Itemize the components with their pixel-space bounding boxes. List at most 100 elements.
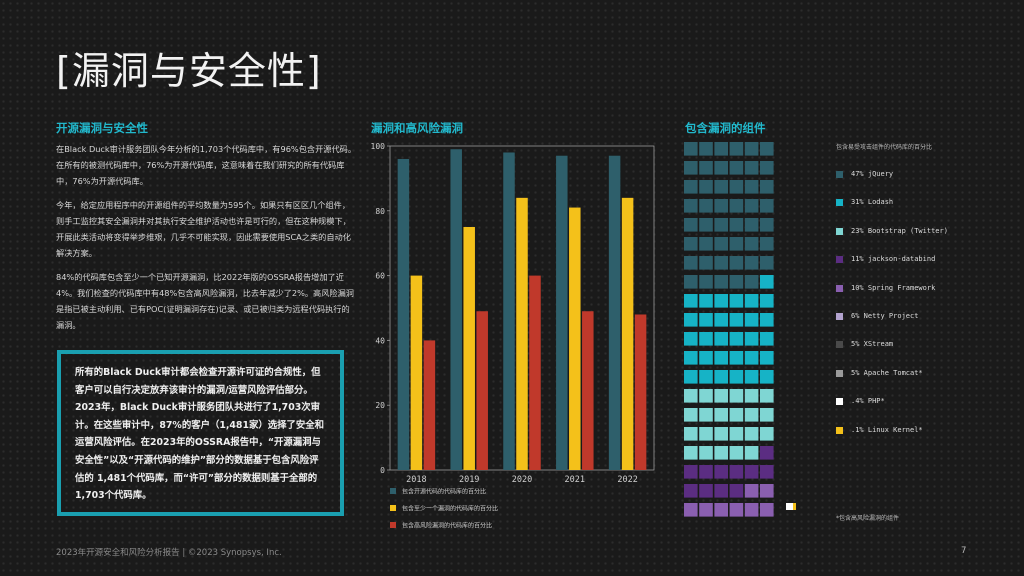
- waffle-cell-1: [744, 199, 759, 213]
- waffle-legend-label: 47% jQuery: [851, 170, 894, 178]
- waffle-cell-1: [729, 237, 744, 251]
- waffle-cell-2: [744, 332, 759, 346]
- waffle-cell-3: [684, 427, 698, 441]
- paragraph-1: 在Black Duck审计服务团队今年分析的1,703个代码库中，有96%包含开…: [56, 144, 357, 186]
- y-tick-label: 100: [371, 142, 386, 151]
- waffle-cell-3: [714, 427, 728, 441]
- waffle-cell-1: [729, 142, 744, 156]
- waffle-cell-3: [699, 408, 713, 422]
- waffle-cell-1: [684, 199, 698, 213]
- waffle-cell-4: [684, 465, 698, 479]
- waffle-cell-2: [744, 351, 759, 365]
- bar-2019-series-1: [450, 149, 462, 471]
- waffle-cell-3: [729, 389, 744, 403]
- callout-box: 所有的Black Duck审计都会检查开源许可证的合规性，但客户可以自行决定放弃…: [57, 350, 344, 516]
- waffle-cell-4: [699, 465, 713, 479]
- waffle-cell-2: [684, 370, 698, 384]
- legend-swatch: [390, 488, 396, 494]
- waffle-cell-1: [744, 275, 759, 289]
- waffle-cell-linux-kernel: [793, 503, 796, 510]
- waffle-legend-swatch: [836, 313, 843, 320]
- waffle-legend-label: 11% jackson-databind: [851, 255, 936, 264]
- bar-2019-series-3: [476, 311, 488, 470]
- waffle-legend-swatch: [836, 171, 843, 178]
- waffle-cell-1: [760, 237, 774, 251]
- waffle-cell-2: [744, 294, 759, 308]
- waffle-cell-1: [729, 275, 744, 289]
- waffle-cell-2: [714, 332, 728, 346]
- waffle-cell-1: [699, 180, 713, 194]
- waffle-cell-1: [714, 199, 728, 213]
- waffle-cell-1: [714, 180, 728, 194]
- waffle-cell-3: [684, 408, 698, 422]
- waffle-cell-2: [729, 332, 744, 346]
- y-tick-label: 40: [375, 336, 385, 345]
- waffle-caption: 包含易受攻击组件的代码库的百分比: [836, 144, 933, 151]
- waffle-cell-1: [729, 256, 744, 270]
- waffle-cell-1: [744, 237, 759, 251]
- y-tick-label: 80: [375, 207, 385, 216]
- waffle-cell-3: [760, 427, 774, 441]
- waffle-cell-1: [744, 256, 759, 270]
- waffle-cell-3: [699, 427, 713, 441]
- bar-2020-series-3: [529, 275, 541, 470]
- waffle-cell-2: [684, 313, 698, 327]
- waffle-cell-1: [744, 142, 759, 156]
- bar-chart: 0 20 40 60 80 100 2018 2019 2020 2021 2022 包含开源代码的代…: [371, 142, 655, 530]
- y-tick-label: 20: [375, 401, 385, 410]
- waffle-cell-2: [760, 370, 774, 384]
- waffle-cell-2: [760, 351, 774, 365]
- bar-2021-series-3: [582, 311, 594, 470]
- waffle-cell-1: [760, 256, 774, 270]
- waffle-cell-1: [699, 218, 713, 232]
- waffle-cell-3: [699, 389, 713, 403]
- waffle-cell-1: [684, 275, 698, 289]
- waffle-cell-1: [699, 161, 713, 175]
- waffle-cell-1: [729, 199, 744, 213]
- bar-chart-title: 漏洞和高风险漏洞: [371, 121, 463, 135]
- waffle-cell-3: [744, 427, 759, 441]
- waffle-cell-4: [760, 446, 774, 460]
- legend-swatch: [390, 505, 396, 511]
- waffle-cell-5: [714, 503, 728, 517]
- waffle-cell-2: [729, 294, 744, 308]
- waffle-cell-3: [744, 389, 759, 403]
- waffle-legend-swatch: [836, 256, 843, 264]
- legend-label: 包含高风险漏洞的代码库的百分比: [402, 522, 492, 530]
- waffle-cell-1: [684, 142, 698, 156]
- waffle-cell-1: [744, 218, 759, 232]
- waffle-legend-swatch: [836, 227, 843, 235]
- bar-2019-series-2: [463, 227, 475, 470]
- waffle-cell-1: [714, 237, 728, 251]
- waffle-cell-2: [699, 294, 713, 308]
- waffle-cell-2: [714, 313, 728, 327]
- bar-2018-series-3: [423, 340, 436, 470]
- waffle-cell-2: [760, 294, 774, 308]
- waffle-cell-php: [786, 503, 793, 510]
- waffle-legend-label: 6% Netty Project: [851, 312, 919, 320]
- y-tick-label: 60: [375, 272, 385, 281]
- waffle-cell-2: [729, 370, 744, 384]
- waffle-chart: [684, 142, 796, 517]
- y-tick-label: 0: [380, 466, 385, 475]
- waffle-cell-5: [760, 503, 774, 517]
- waffle-legend-label: 31% Lodash: [851, 198, 894, 207]
- waffle-cell-1: [714, 218, 728, 232]
- bar-2022-series-3: [634, 314, 647, 470]
- waffle-cell-3: [729, 446, 744, 460]
- waffle-cell-1: [699, 275, 713, 289]
- waffle-cell-2: [729, 351, 744, 365]
- waffle-cell-4: [744, 465, 759, 479]
- waffle-cell-4: [684, 484, 698, 498]
- waffle-cell-1: [760, 180, 774, 194]
- waffle-footnote: *包含高风险漏洞的组件: [836, 515, 900, 522]
- waffle-cell-1: [744, 161, 759, 175]
- waffle-cell-5: [684, 503, 698, 517]
- waffle-cell-3: [684, 389, 698, 403]
- x-tick-label: 2021: [565, 475, 585, 485]
- waffle-cell-1: [699, 199, 713, 213]
- waffle-cell-5: [760, 484, 774, 498]
- waffle-legend-swatch: [836, 341, 843, 349]
- waffle-cell-1: [684, 180, 698, 194]
- waffle-cell-3: [744, 446, 759, 460]
